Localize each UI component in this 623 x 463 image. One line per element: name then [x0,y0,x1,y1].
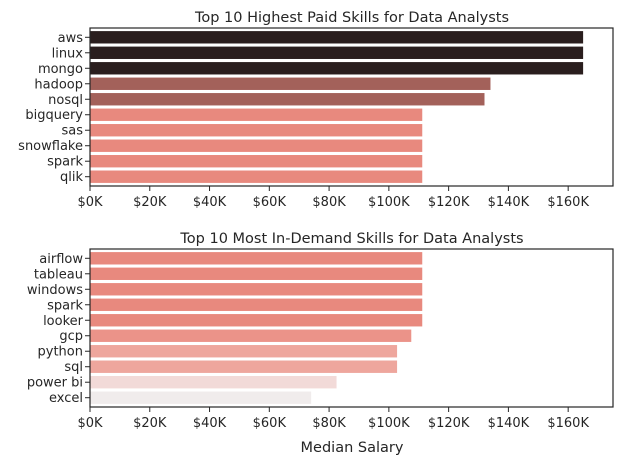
y-tick-label: spark [47,298,83,313]
chart-title: Top 10 Highest Paid Skills for Data Anal… [194,10,509,26]
x-tick-marks [89,407,569,412]
y-tick-label: power bi [27,376,83,391]
in-demand-skills-chart: Top 10 Most In-Demand Skills for Data An… [27,231,614,456]
x-tick-label: $120K [428,195,470,210]
y-tick-label: aws [58,31,84,46]
x-tick-label: $80K [312,416,346,431]
x-tick-label: $0K [77,416,103,431]
y-tick-label: airflow [39,252,83,267]
bar-bigquery [90,108,423,121]
bar-python [90,345,398,358]
x-tick-label: $40K [193,416,227,431]
x-tick-label: $20K [133,416,167,431]
x-tick-labels: $0K $20K $40K $60K $80K $100K $120K $140K $160K [77,195,589,210]
bar-nosql [90,93,485,106]
y-tick-labels: awslinuxmongohadoopnosqlbigquerysassnowf… [18,31,90,185]
bar-hadoop [90,77,491,90]
y-tick-label: sas [61,124,83,139]
x-tick-label: $80K [312,195,346,210]
y-tick-label: bigquery [25,108,83,123]
y-tick-label: mongo [38,62,83,77]
bar-group [90,31,584,183]
bar-aws [90,31,584,44]
x-tick-label: $160K [547,195,589,210]
bar-excel [90,391,312,404]
x-tick-label: $140K [488,416,530,431]
y-tick-label: snowflake [18,139,83,154]
x-tick-label: $0K [77,195,103,210]
bar-linux [90,46,584,59]
y-tick-label: qlik [60,170,83,185]
x-tick-label: $40K [193,195,227,210]
bar-looker [90,314,423,327]
bar-mongo [90,62,584,75]
bar-windows [90,283,423,296]
bar-group [90,252,423,404]
x-tick-label: $60K [253,416,287,431]
y-tick-label: gcp [59,329,83,344]
y-tick-label: python [38,345,83,360]
x-tick-label: $100K [368,195,410,210]
bar-snowflake [90,139,423,152]
bar-tableau [90,267,423,280]
top-paid-skills-chart: Top 10 Highest Paid Skills for Data Anal… [18,10,614,210]
y-tick-labels: airflowtableauwindowssparklookergcppytho… [27,252,90,406]
chart-title: Top 10 Most In-Demand Skills for Data An… [179,231,523,247]
x-tick-label: $60K [253,195,287,210]
x-tick-label: $160K [547,416,589,431]
y-tick-label: sql [64,360,83,375]
bar-airflow [90,252,423,265]
y-tick-label: windows [27,283,83,298]
y-tick-label: hadoop [34,77,83,92]
bar-gcp [90,329,412,342]
x-tick-label: $20K [133,195,167,210]
plot-frame [89,248,614,408]
bar-sas [90,124,423,137]
x-tick-label: $120K [428,416,470,431]
x-tick-label: $140K [488,195,530,210]
bar-qlik [90,170,423,183]
x-tick-marks [89,186,569,191]
x-axis-label: Median Salary [301,440,404,456]
y-tick-label: tableau [34,267,83,282]
y-tick-label: excel [49,391,83,406]
y-tick-label: linux [52,46,84,61]
y-tick-label: spark [47,155,83,170]
x-tick-label: $100K [368,416,410,431]
y-tick-label: nosql [48,93,83,108]
y-tick-label: looker [43,314,84,329]
plot-frame [89,27,614,187]
bar-spark [90,298,423,311]
x-tick-labels: $0K $20K $40K $60K $80K $100K $120K $140K $160K [77,416,589,431]
bar-sql [90,360,398,373]
bar-spark [90,155,423,168]
bar-power-bi [90,376,337,389]
